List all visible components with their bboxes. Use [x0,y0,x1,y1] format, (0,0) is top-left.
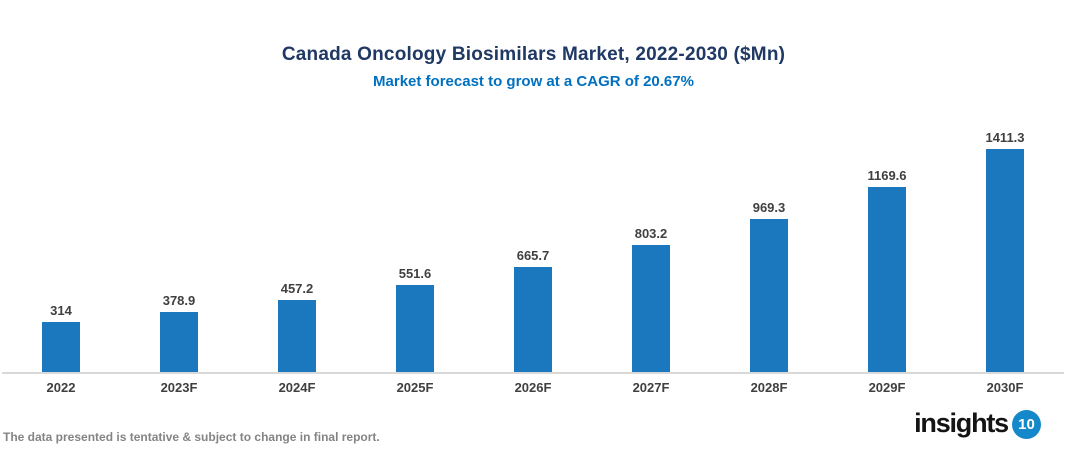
x-axis-line [2,372,1064,374]
bar-group-2026F: 665.7 [474,248,592,372]
bar-2028F [750,219,788,372]
x-tick-2024F: 2024F [278,380,316,395]
bar-value-label: 457.2 [280,281,314,296]
x-tick-2028F: 2028F [750,380,788,395]
bar-chart-plot-area: 314 378.9 457.2 551.6 665.7 803.2 969.3 1169.6 1… [2,110,1064,372]
x-tick-2026F: 2026F [514,380,552,395]
bar-2025F [396,285,434,372]
bar-value-label: 1411.3 [985,130,1025,145]
chart-subtitle: Market forecast to grow at a CAGR of 20.… [373,73,694,90]
bar-2024F [278,300,316,372]
bar-value-label: 551.6 [398,266,432,281]
insights10-logo: insights 10 [914,407,1041,439]
bar-group-2024F: 457.2 [238,281,356,372]
chart-title: Canada Oncology Biosimilars Market, 2022… [281,44,786,65]
bar-value-label: 803.2 [634,226,668,241]
bar-group-2027F: 803.2 [592,226,710,372]
bar-2022 [42,322,80,372]
x-tick-2023F: 2023F [160,380,198,395]
x-tick-2030F: 2030F [986,380,1024,395]
x-axis-tick-labels: 2022 2023F 2024F 2025F 2026F 2027F 2028F 2029F 2… [2,380,1064,395]
disclaimer-text: The data presented is tentative & subjec… [3,430,380,444]
bar-value-label: 969.3 [752,200,786,215]
logo-wordmark: insights [914,407,1009,438]
bar-2029F [868,187,906,372]
bar-2026F [514,267,552,372]
bar-value-label: 1169.6 [867,168,907,183]
x-tick-2027F: 2027F [632,380,670,395]
bar-2030F [986,149,1024,372]
bar-value-label: 665.7 [516,248,550,263]
bar-group-2028F: 969.3 [710,200,828,372]
x-tick-2025F: 2025F [396,380,434,395]
x-tick-2022: 2022 [46,380,76,395]
bar-value-label: 378.9 [162,293,196,308]
bar-group-2025F: 551.6 [356,266,474,372]
bar-value-label: 314 [50,303,72,318]
logo-number-badge: 10 [1012,410,1041,439]
bar-group-2030F: 1411.3 [946,130,1064,372]
bar-group-2023F: 378.9 [120,293,238,372]
bar-group-2022: 314 [2,303,120,372]
bar-2023F [160,312,198,372]
bar-2027F [632,245,670,372]
x-tick-2029F: 2029F [868,380,906,395]
bar-group-2029F: 1169.6 [828,168,946,372]
